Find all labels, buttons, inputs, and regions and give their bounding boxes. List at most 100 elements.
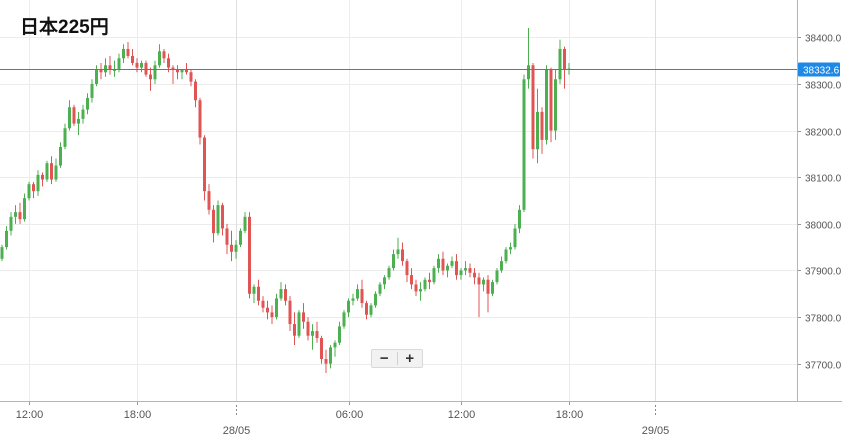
candle-body [18, 212, 22, 220]
candle-body [284, 289, 287, 301]
candle-body [266, 307, 269, 313]
y-tick-label: 38000.0 [805, 221, 842, 232]
candle-body [459, 270, 463, 276]
x-tick-label: 18:00 [556, 409, 584, 421]
candle-body [32, 184, 35, 192]
candle [189, 69, 193, 87]
candle [432, 265, 436, 285]
candle [248, 212, 251, 299]
candle-body [342, 312, 346, 327]
candle [54, 158, 58, 182]
candle [284, 284, 287, 306]
candle-body [383, 277, 386, 285]
candle [365, 300, 368, 320]
candle-body [135, 62, 139, 68]
candle-body [360, 289, 364, 304]
zoom-in-button[interactable]: + [405, 350, 415, 367]
candle-body [36, 174, 40, 192]
candle-body [9, 216, 13, 231]
candle [171, 65, 175, 84]
x-tick-label: 12:00 [16, 409, 44, 421]
y-tick-label: 37800.0 [805, 314, 842, 325]
candle [203, 135, 206, 201]
candle [32, 181, 35, 199]
candle [221, 202, 224, 236]
candle [207, 184, 211, 215]
candle-body [396, 249, 400, 255]
candle [558, 39, 562, 84]
zoom-out-button[interactable]: − [379, 350, 389, 367]
candle [468, 263, 472, 278]
candle [140, 60, 143, 73]
candle [104, 58, 107, 77]
candle [266, 300, 269, 320]
candle-body [468, 268, 472, 273]
candle-body [95, 69, 98, 84]
candle-body [536, 111, 539, 150]
candle-body [311, 331, 314, 336]
y-tick-label: 38100.0 [805, 174, 842, 185]
candle [369, 303, 373, 318]
candle-body [297, 312, 301, 336]
candle [509, 242, 512, 255]
last-price-label: 38332.6 [803, 66, 840, 77]
y-tick-label: 38300.0 [805, 81, 842, 92]
candle-body [221, 205, 224, 229]
candle [194, 79, 197, 108]
candle [275, 293, 278, 320]
candle [401, 242, 404, 266]
candle-body [144, 62, 148, 75]
candle-body [306, 321, 310, 336]
candle [333, 340, 337, 357]
candle-body [324, 359, 328, 364]
y-tick-label: 38200.0 [805, 128, 842, 139]
candle-body [549, 69, 553, 131]
candle-body [162, 51, 166, 59]
candle [59, 142, 62, 168]
candle-body [437, 258, 440, 269]
candle-body [45, 163, 49, 180]
candle [513, 223, 517, 250]
candle-body [63, 128, 67, 147]
candle-body [531, 65, 535, 150]
candle [378, 282, 382, 297]
candle [315, 321, 319, 343]
candle-body [275, 298, 278, 318]
candle-body [54, 165, 58, 180]
candle [95, 65, 98, 87]
candle [360, 279, 364, 308]
candle [261, 296, 265, 313]
candle-body [450, 261, 454, 266]
candle-body [207, 191, 211, 210]
candle [563, 46, 566, 89]
candle [108, 55, 112, 75]
candle [329, 345, 332, 369]
candle-body [122, 48, 125, 59]
candle [540, 107, 544, 154]
candle-body [423, 279, 427, 290]
candle [536, 88, 539, 164]
candle [180, 69, 184, 80]
candle [239, 228, 242, 248]
candle-body [252, 286, 256, 294]
candle-body [441, 258, 445, 271]
candle-body [117, 58, 121, 70]
candle [306, 317, 310, 341]
candle-body [50, 163, 53, 180]
candle-body [527, 65, 530, 80]
candle-body [320, 338, 323, 360]
candle-body [176, 69, 179, 73]
candle-body [477, 277, 481, 285]
candle-body [491, 282, 494, 294]
candle [158, 44, 161, 68]
candle [90, 79, 94, 103]
candle [99, 62, 103, 80]
candle [149, 67, 152, 91]
candle [531, 62, 535, 159]
candle [176, 65, 179, 80]
candle-body [558, 48, 562, 80]
candle [45, 160, 49, 182]
candle [113, 60, 116, 77]
candle-body [329, 347, 332, 364]
